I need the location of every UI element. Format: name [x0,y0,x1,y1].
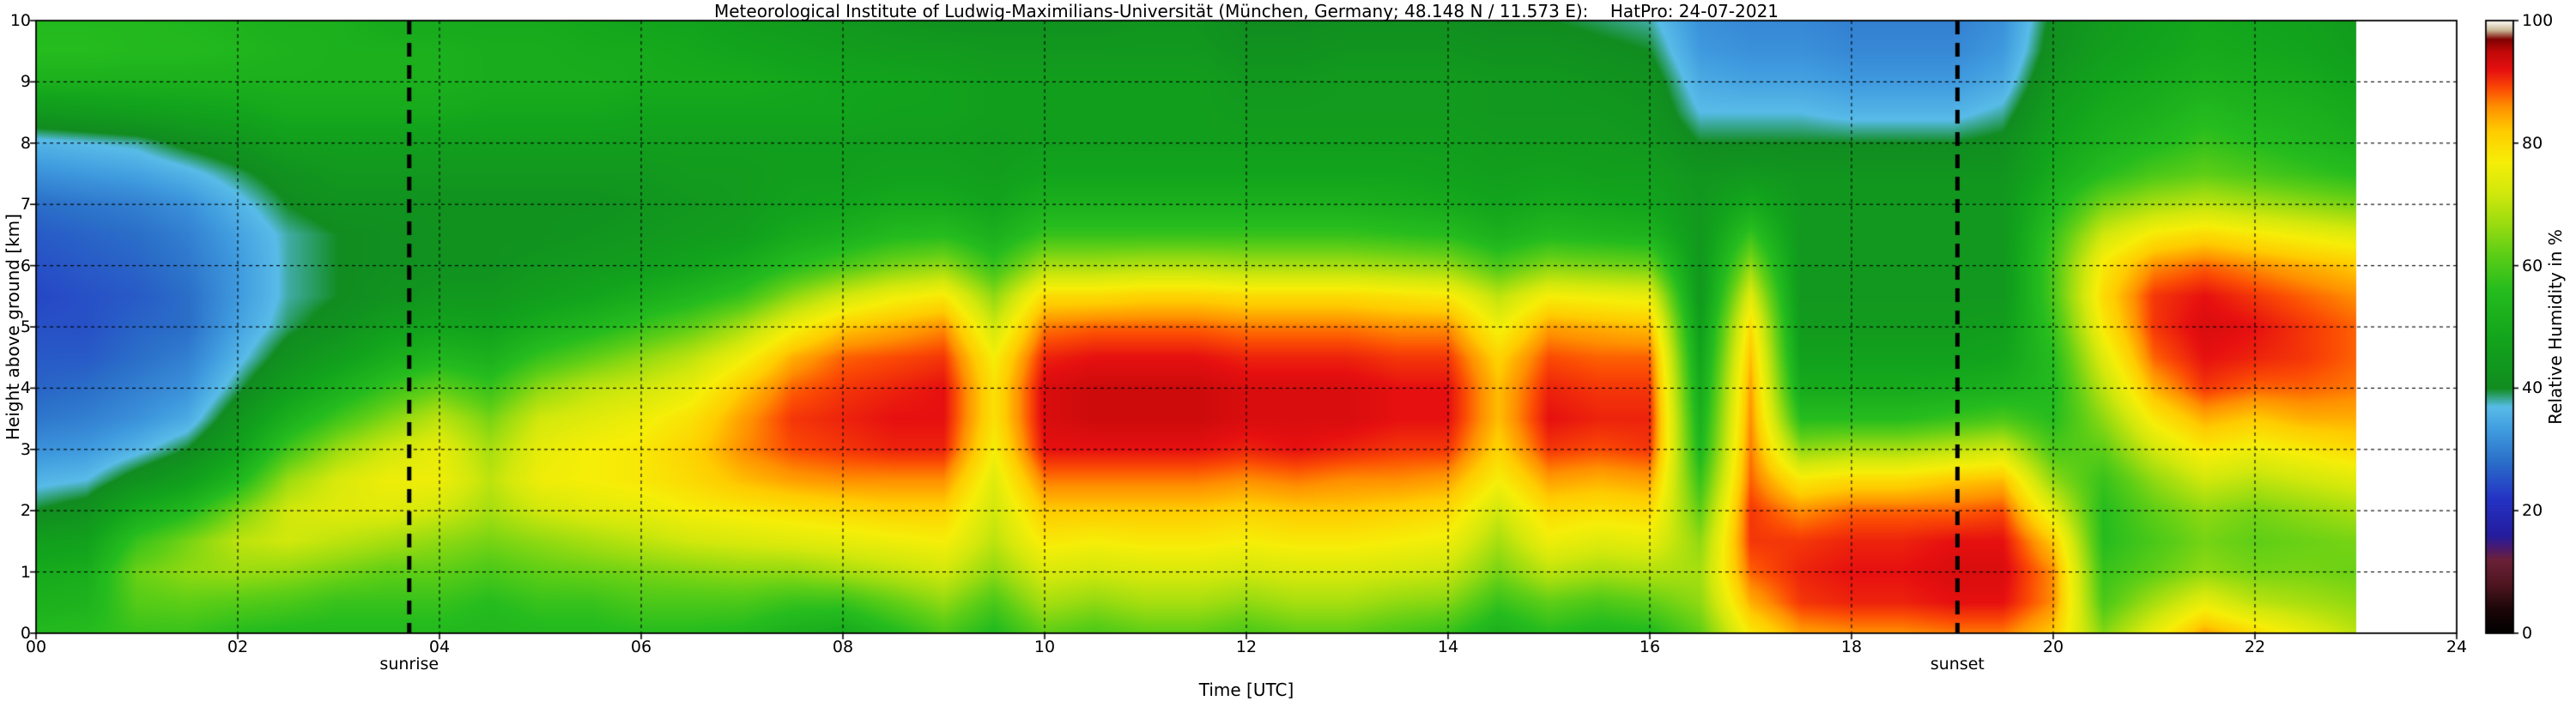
y-tick-label: 10 [9,11,31,30]
colorbar-tick-label: 100 [2522,11,2554,30]
colorbar-tick-label: 20 [2522,501,2543,521]
y-tick-label: 7 [20,195,31,215]
y-tick-label: 4 [20,378,31,398]
x-tick-label: 16 [1639,638,1661,656]
x-tick-label: 22 [2244,638,2266,656]
x-axis-label: Time [UTC] [1198,680,1294,700]
x-tick-label: 14 [1437,638,1459,656]
colorbar-tick-label: 60 [2522,256,2543,275]
x-tick-label: 10 [1033,638,1056,656]
y-tick-label: 2 [20,501,31,521]
colorbar-tick-label: 0 [2522,624,2533,643]
colorbar-tick-label: 40 [2522,378,2543,398]
y-tick-label: 0 [20,624,31,643]
x-tick-label: 24 [2446,638,2468,656]
y-tick-label: 8 [20,133,31,153]
chart-title: Meteorological Institute of Ludwig-Maxim… [713,1,1779,21]
sunset-label: sunset [1930,655,1985,674]
colorbar-tick-label: 80 [2522,133,2543,153]
colorbar-label: Relative Humidity in % [2545,229,2566,425]
y-tick-label: 3 [20,439,31,459]
x-tick-label: 06 [630,638,652,656]
x-tick-label: 12 [1235,638,1258,656]
y-tick-label: 5 [20,317,31,336]
x-tick-label: 18 [1840,638,1863,656]
x-tick-label: 00 [25,638,47,656]
x-tick-label: 04 [428,638,451,656]
x-tick-label: 02 [227,638,249,656]
sunrise-label: sunrise [379,655,439,674]
y-tick-label: 9 [20,72,31,92]
y-tick-label: 1 [20,562,31,582]
x-tick-label: 20 [2042,638,2064,656]
y-tick-label: 6 [20,256,31,275]
x-tick-label: 08 [832,638,854,656]
